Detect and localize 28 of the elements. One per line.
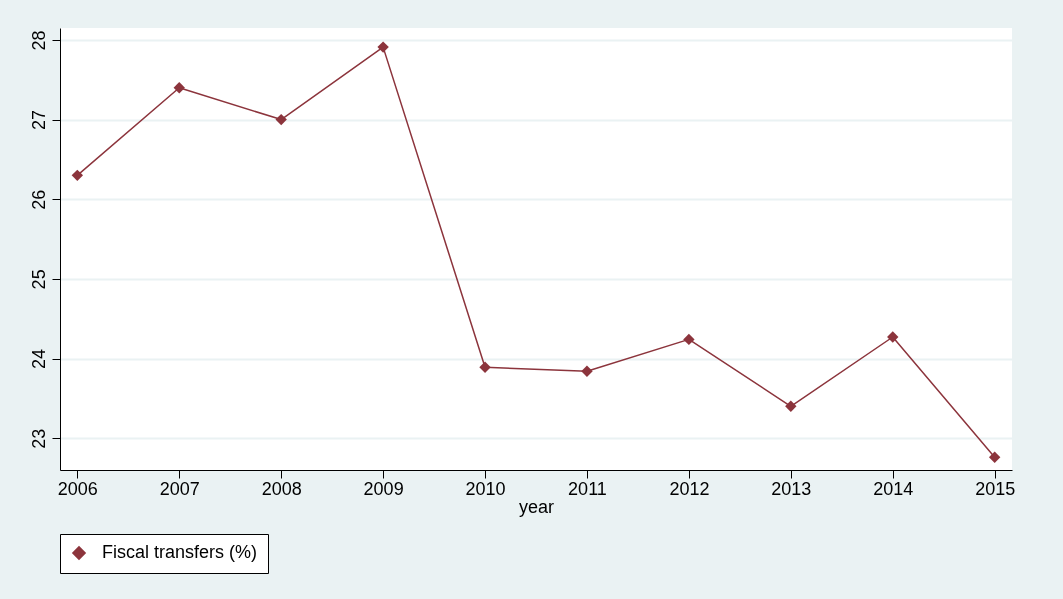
x-axis-title: year xyxy=(518,496,555,517)
x-tick-label: 2015 xyxy=(975,478,1016,499)
point xyxy=(377,41,389,53)
y-tick-label: 28 xyxy=(28,30,49,51)
point xyxy=(683,333,695,346)
x-tick-label: 2009 xyxy=(363,478,404,499)
x-tick-label: 2013 xyxy=(771,478,812,499)
legend-label: Fiscal transfers (%) xyxy=(102,542,258,562)
point xyxy=(71,169,84,182)
point xyxy=(988,451,1001,463)
point xyxy=(581,365,593,377)
y-tick-label: 23 xyxy=(28,428,49,449)
y-tick-label: 26 xyxy=(28,189,49,210)
y-tick-label: 27 xyxy=(28,110,49,131)
point xyxy=(479,361,491,373)
x-tick-label: 2008 xyxy=(261,478,302,499)
x-tick-label: 2010 xyxy=(465,478,506,499)
x-tick-label: 2006 xyxy=(57,478,98,499)
y-tick-label: 25 xyxy=(28,269,49,290)
x-tick-label: 2014 xyxy=(873,478,914,499)
point xyxy=(887,331,899,343)
y-tick-label: 24 xyxy=(28,348,49,370)
point xyxy=(785,400,797,412)
x-tick-label: 2011 xyxy=(568,478,607,499)
x-tick-label: 2012 xyxy=(669,478,710,499)
x-tick-label: 2007 xyxy=(159,478,200,499)
point xyxy=(173,82,185,94)
point xyxy=(275,113,287,126)
